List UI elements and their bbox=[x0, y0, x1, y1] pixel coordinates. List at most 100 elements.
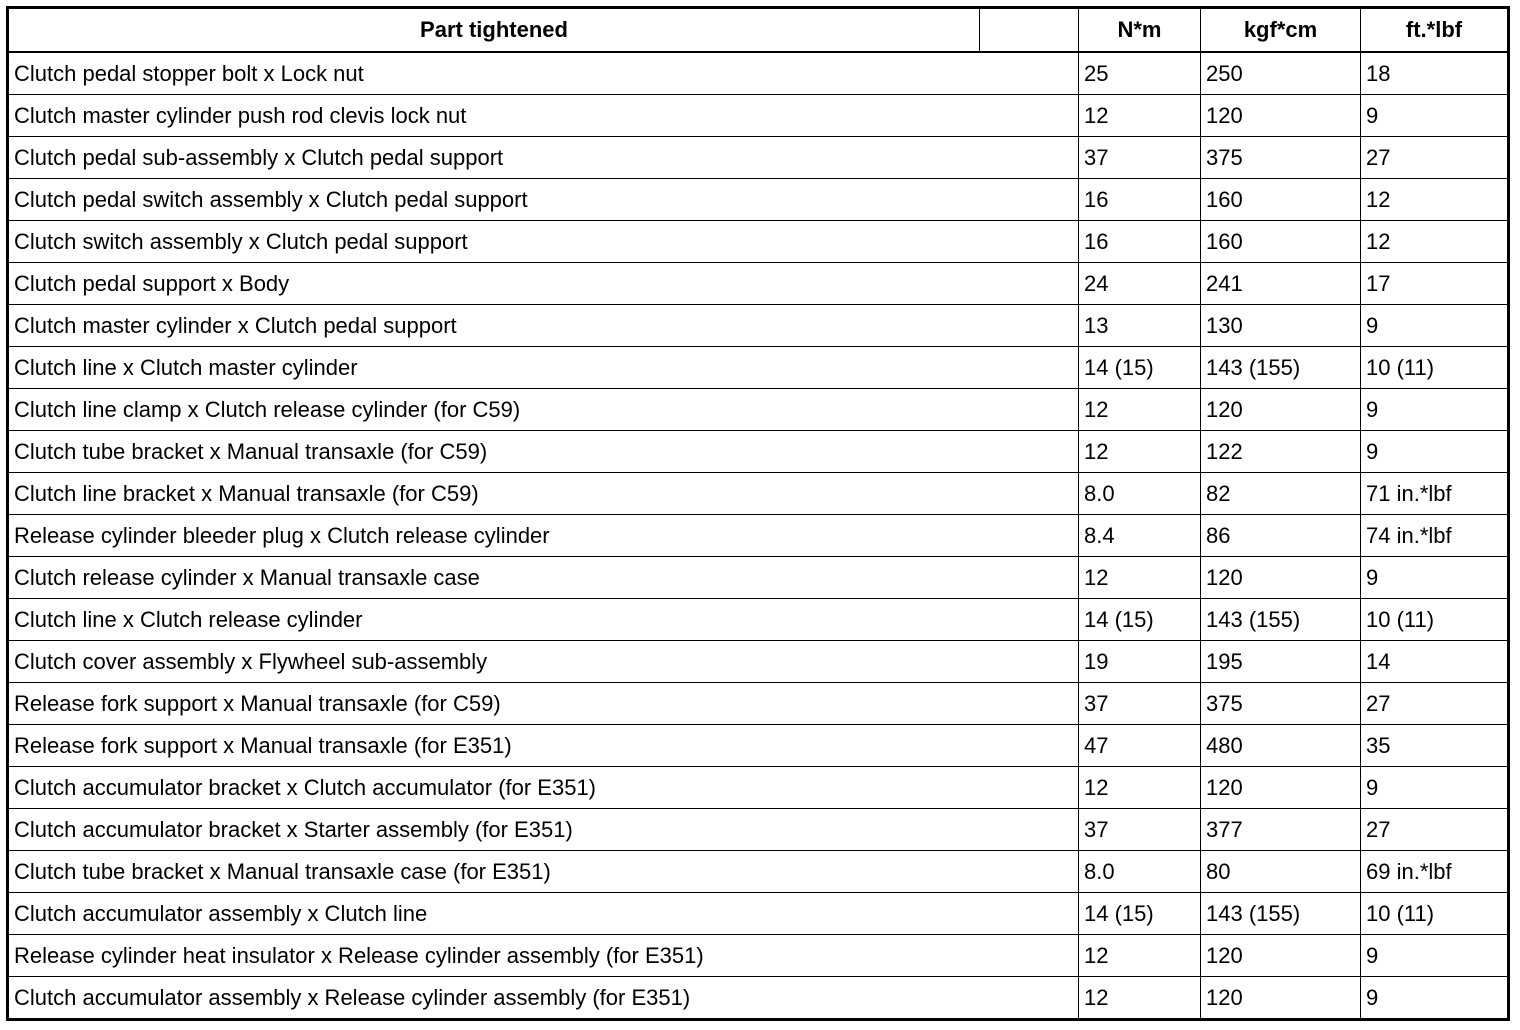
table-row: Clutch pedal sub-assembly x Clutch pedal… bbox=[7, 136, 1509, 179]
table-row: Clutch release cylinder x Manual transax… bbox=[7, 556, 1509, 599]
cell-part: Clutch accumulator assembly x Release cy… bbox=[7, 976, 1079, 1020]
cell-ftlbf: 9 bbox=[1360, 94, 1509, 137]
cell-kgfcm: 120 bbox=[1200, 388, 1361, 431]
header-blank bbox=[979, 7, 1079, 53]
cell-kgfcm: 160 bbox=[1200, 220, 1361, 263]
cell-part: Clutch accumulator bracket x Clutch accu… bbox=[7, 766, 1079, 809]
cell-part: Clutch tube bracket x Manual transaxle c… bbox=[7, 850, 1079, 893]
cell-ftlbf: 9 bbox=[1360, 304, 1509, 347]
cell-nm: 12 bbox=[1078, 430, 1201, 473]
table-row: Clutch line x Clutch master cylinder 14 (… bbox=[7, 346, 1509, 389]
cell-ftlbf: 9 bbox=[1360, 430, 1509, 473]
table-row: Clutch line bracket x Manual transaxle (… bbox=[7, 472, 1509, 515]
cell-nm: 37 bbox=[1078, 682, 1201, 725]
table-row: Clutch tube bracket x Manual transaxle (… bbox=[7, 430, 1509, 473]
table-body: Clutch pedal stopper bolt x Lock nut 25 25… bbox=[7, 51, 1509, 1020]
cell-kgfcm: 130 bbox=[1200, 304, 1361, 347]
cell-kgfcm: 250 bbox=[1200, 51, 1361, 95]
cell-kgfcm: 195 bbox=[1200, 640, 1361, 683]
cell-part: Clutch master cylinder x Clutch pedal su… bbox=[7, 304, 1079, 347]
cell-ftlbf: 9 bbox=[1360, 556, 1509, 599]
cell-part: Clutch line x Clutch master cylinder bbox=[7, 346, 1079, 389]
cell-part: Clutch cover assembly x Flywheel sub-ass… bbox=[7, 640, 1079, 683]
cell-part: Clutch accumulator bracket x Starter ass… bbox=[7, 808, 1079, 851]
table-row: Clutch accumulator assembly x Clutch lin… bbox=[7, 892, 1509, 935]
cell-kgfcm: 120 bbox=[1200, 976, 1361, 1020]
cell-ftlbf: 9 bbox=[1360, 934, 1509, 977]
header-ftlbf: ft.*lbf bbox=[1360, 7, 1509, 53]
header-part-tightened: Part tightened bbox=[7, 7, 980, 53]
cell-kgfcm: 86 bbox=[1200, 514, 1361, 557]
cell-part: Clutch pedal stopper bolt x Lock nut bbox=[7, 51, 1079, 95]
cell-part: Clutch line clamp x Clutch release cylin… bbox=[7, 388, 1079, 431]
cell-kgfcm: 143 (155) bbox=[1200, 598, 1361, 641]
cell-nm: 8.4 bbox=[1078, 514, 1201, 557]
cell-part: Clutch tube bracket x Manual transaxle (… bbox=[7, 430, 1079, 473]
cell-nm: 19 bbox=[1078, 640, 1201, 683]
table-row: Clutch accumulator bracket x Clutch accu… bbox=[7, 766, 1509, 809]
cell-ftlbf: 35 bbox=[1360, 724, 1509, 767]
cell-part: Clutch line bracket x Manual transaxle (… bbox=[7, 472, 1079, 515]
cell-kgfcm: 375 bbox=[1200, 136, 1361, 179]
cell-nm: 8.0 bbox=[1078, 472, 1201, 515]
cell-kgfcm: 241 bbox=[1200, 262, 1361, 305]
cell-nm: 12 bbox=[1078, 934, 1201, 977]
cell-nm: 12 bbox=[1078, 766, 1201, 809]
cell-ftlbf: 14 bbox=[1360, 640, 1509, 683]
cell-ftlbf: 27 bbox=[1360, 808, 1509, 851]
cell-nm: 47 bbox=[1078, 724, 1201, 767]
table-row: Release fork support x Manual transaxle … bbox=[7, 724, 1509, 767]
cell-nm: 37 bbox=[1078, 808, 1201, 851]
header-kgfcm: kgf*cm bbox=[1200, 7, 1361, 53]
cell-ftlbf: 9 bbox=[1360, 388, 1509, 431]
cell-part: Clutch accumulator assembly x Clutch lin… bbox=[7, 892, 1079, 935]
cell-part: Clutch master cylinder push rod clevis l… bbox=[7, 94, 1079, 137]
cell-kgfcm: 377 bbox=[1200, 808, 1361, 851]
cell-kgfcm: 375 bbox=[1200, 682, 1361, 725]
cell-kgfcm: 122 bbox=[1200, 430, 1361, 473]
cell-nm: 14 (15) bbox=[1078, 346, 1201, 389]
table-row: Clutch pedal switch assembly x Clutch pe… bbox=[7, 178, 1509, 221]
cell-ftlbf: 12 bbox=[1360, 220, 1509, 263]
table-row: Clutch line x Clutch release cylinder 14 … bbox=[7, 598, 1509, 641]
table-row: Release cylinder bleeder plug x Clutch r… bbox=[7, 514, 1509, 557]
cell-ftlbf: 17 bbox=[1360, 262, 1509, 305]
table-row: Clutch pedal support x Body 24 241 17 bbox=[7, 262, 1509, 305]
table-row: Clutch accumulator bracket x Starter ass… bbox=[7, 808, 1509, 851]
table-row: Clutch accumulator assembly x Release cy… bbox=[7, 976, 1509, 1020]
cell-kgfcm: 143 (155) bbox=[1200, 346, 1361, 389]
cell-ftlbf: 69 in.*lbf bbox=[1360, 850, 1509, 893]
cell-kgfcm: 120 bbox=[1200, 934, 1361, 977]
cell-part: Clutch switch assembly x Clutch pedal su… bbox=[7, 220, 1079, 263]
cell-kgfcm: 480 bbox=[1200, 724, 1361, 767]
cell-part: Release cylinder heat insulator x Releas… bbox=[7, 934, 1079, 977]
cell-part: Clutch line x Clutch release cylinder bbox=[7, 598, 1079, 641]
table-row: Clutch tube bracket x Manual transaxle c… bbox=[7, 850, 1509, 893]
cell-kgfcm: 120 bbox=[1200, 766, 1361, 809]
cell-kgfcm: 82 bbox=[1200, 472, 1361, 515]
cell-ftlbf: 9 bbox=[1360, 766, 1509, 809]
cell-part: Release fork support x Manual transaxle … bbox=[7, 682, 1079, 725]
cell-part: Clutch release cylinder x Manual transax… bbox=[7, 556, 1079, 599]
cell-nm: 16 bbox=[1078, 220, 1201, 263]
cell-part: Clutch pedal switch assembly x Clutch pe… bbox=[7, 178, 1079, 221]
cell-ftlbf: 27 bbox=[1360, 136, 1509, 179]
table-row: Clutch master cylinder x Clutch pedal su… bbox=[7, 304, 1509, 347]
cell-part: Release cylinder bleeder plug x Clutch r… bbox=[7, 514, 1079, 557]
cell-nm: 12 bbox=[1078, 388, 1201, 431]
cell-nm: 8.0 bbox=[1078, 850, 1201, 893]
cell-kgfcm: 160 bbox=[1200, 178, 1361, 221]
cell-kgfcm: 120 bbox=[1200, 556, 1361, 599]
torque-spec-table: Part tightened N*m kgf*cm ft.*lbf Clutch… bbox=[6, 6, 1510, 1021]
table-row: Clutch line clamp x Clutch release cylin… bbox=[7, 388, 1509, 431]
cell-nm: 16 bbox=[1078, 178, 1201, 221]
cell-nm: 12 bbox=[1078, 94, 1201, 137]
cell-ftlbf: 10 (11) bbox=[1360, 892, 1509, 935]
cell-nm: 25 bbox=[1078, 51, 1201, 95]
cell-kgfcm: 143 (155) bbox=[1200, 892, 1361, 935]
cell-nm: 12 bbox=[1078, 976, 1201, 1020]
cell-ftlbf: 74 in.*lbf bbox=[1360, 514, 1509, 557]
cell-part: Clutch pedal support x Body bbox=[7, 262, 1079, 305]
cell-ftlbf: 18 bbox=[1360, 51, 1509, 95]
header-nm: N*m bbox=[1078, 7, 1201, 53]
